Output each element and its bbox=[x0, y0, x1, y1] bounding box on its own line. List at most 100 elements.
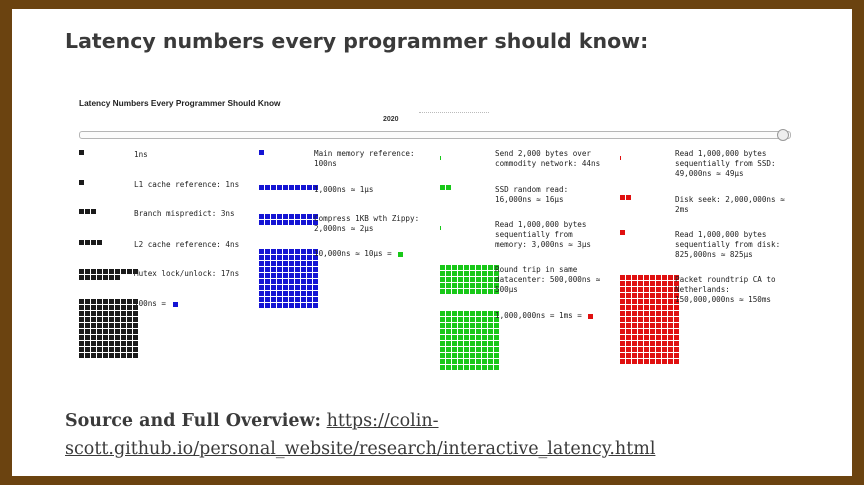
latency-square bbox=[632, 317, 637, 322]
latency-square bbox=[277, 285, 282, 290]
latency-square bbox=[470, 311, 475, 316]
latency-square bbox=[85, 240, 90, 245]
latency-square bbox=[97, 269, 102, 274]
latency-square bbox=[674, 317, 679, 322]
latency-square bbox=[289, 285, 294, 290]
latency-square bbox=[259, 185, 264, 190]
latency-square bbox=[638, 317, 643, 322]
latency-square bbox=[626, 299, 631, 304]
latency-square bbox=[440, 329, 445, 334]
latency-square bbox=[488, 311, 493, 316]
latency-square bbox=[470, 353, 475, 358]
latency-square bbox=[662, 341, 667, 346]
latency-square bbox=[632, 335, 637, 340]
latency-square bbox=[440, 283, 445, 288]
latency-square bbox=[470, 341, 475, 346]
latency-square bbox=[626, 335, 631, 340]
latency-square bbox=[476, 265, 481, 270]
latency-label-text: L1 cache reference: 1ns bbox=[134, 180, 240, 189]
latency-square bbox=[85, 269, 90, 274]
latency-square bbox=[85, 335, 90, 340]
latency-square bbox=[295, 279, 300, 284]
latency-square bbox=[97, 341, 102, 346]
latency-square bbox=[440, 323, 445, 328]
latency-square bbox=[482, 323, 487, 328]
latency-square bbox=[662, 275, 667, 280]
latency-square bbox=[313, 285, 318, 290]
latency-square bbox=[127, 299, 132, 304]
latency-square bbox=[79, 311, 84, 316]
latency-square bbox=[115, 329, 120, 334]
latency-square bbox=[127, 317, 132, 322]
year-slider-handle[interactable] bbox=[777, 129, 789, 141]
latency-square bbox=[109, 335, 114, 340]
latency-square bbox=[476, 353, 481, 358]
latency-square bbox=[283, 303, 288, 308]
latency-square bbox=[91, 317, 96, 322]
latency-square bbox=[133, 305, 138, 310]
latency-square bbox=[307, 273, 312, 278]
latency-square bbox=[313, 267, 318, 272]
latency-square bbox=[265, 285, 270, 290]
latency-label-text: Mutex lock/unlock: 17ns bbox=[134, 269, 240, 278]
latency-square bbox=[283, 267, 288, 272]
latency-square bbox=[259, 297, 264, 302]
latency-square bbox=[289, 303, 294, 308]
latency-label: L1 cache reference: 1ns bbox=[134, 180, 254, 190]
latency-square bbox=[644, 299, 649, 304]
latency-label: Mutex lock/unlock: 17ns bbox=[134, 269, 254, 279]
latency-square bbox=[638, 323, 643, 328]
latency-square bbox=[632, 347, 637, 352]
latency-square bbox=[127, 329, 132, 334]
latency-square bbox=[626, 341, 631, 346]
latency-square bbox=[626, 347, 631, 352]
latency-square bbox=[632, 275, 637, 280]
latency-square bbox=[295, 267, 300, 272]
latency-square bbox=[283, 285, 288, 290]
latency-square bbox=[133, 353, 138, 358]
latency-square bbox=[289, 185, 294, 190]
latency-square bbox=[482, 317, 487, 322]
latency-square bbox=[494, 311, 499, 316]
latency-square bbox=[97, 275, 102, 280]
latency-square bbox=[446, 265, 451, 270]
latency-square bbox=[452, 359, 457, 364]
latency-square bbox=[301, 255, 306, 260]
latency-square bbox=[271, 185, 276, 190]
latency-square bbox=[109, 275, 114, 280]
latency-square bbox=[127, 341, 132, 346]
year-slider-track[interactable] bbox=[79, 131, 791, 139]
latency-square bbox=[265, 267, 270, 272]
latency-square bbox=[662, 323, 667, 328]
latency-square bbox=[85, 341, 90, 346]
latency-label: Read 1,000,000 bytes sequentially from S… bbox=[675, 149, 790, 179]
latency-square bbox=[650, 329, 655, 334]
latency-square bbox=[295, 303, 300, 308]
latency-square bbox=[644, 353, 649, 358]
latency-square bbox=[482, 329, 487, 334]
latency-square bbox=[656, 287, 661, 292]
latency-square bbox=[674, 299, 679, 304]
equals-unit-square bbox=[172, 301, 178, 307]
latency-square bbox=[482, 353, 487, 358]
latency-square bbox=[662, 329, 667, 334]
latency-square bbox=[91, 240, 96, 245]
latency-square bbox=[638, 311, 643, 316]
latency-square bbox=[626, 281, 631, 286]
latency-square bbox=[668, 359, 673, 364]
latency-square bbox=[626, 293, 631, 298]
latency-square bbox=[103, 323, 108, 328]
latency-square bbox=[650, 299, 655, 304]
latency-square bbox=[440, 359, 445, 364]
latency-square bbox=[458, 265, 463, 270]
latency-square bbox=[133, 299, 138, 304]
latency-square bbox=[283, 273, 288, 278]
latency-label: Round trip in same datacenter: 500,000ns… bbox=[495, 265, 607, 295]
latency-square bbox=[121, 311, 126, 316]
latency-square bbox=[656, 299, 661, 304]
source-link[interactable]: https://colin-scott.github.io/personal_w… bbox=[65, 411, 656, 459]
latency-label-text: Disk seek: 2,000,000ns ≈ 2ms bbox=[675, 195, 785, 214]
latency-label: Read 1,000,000 bytes sequentially from m… bbox=[495, 220, 607, 250]
latency-square bbox=[271, 291, 276, 296]
latency-square bbox=[458, 365, 463, 370]
